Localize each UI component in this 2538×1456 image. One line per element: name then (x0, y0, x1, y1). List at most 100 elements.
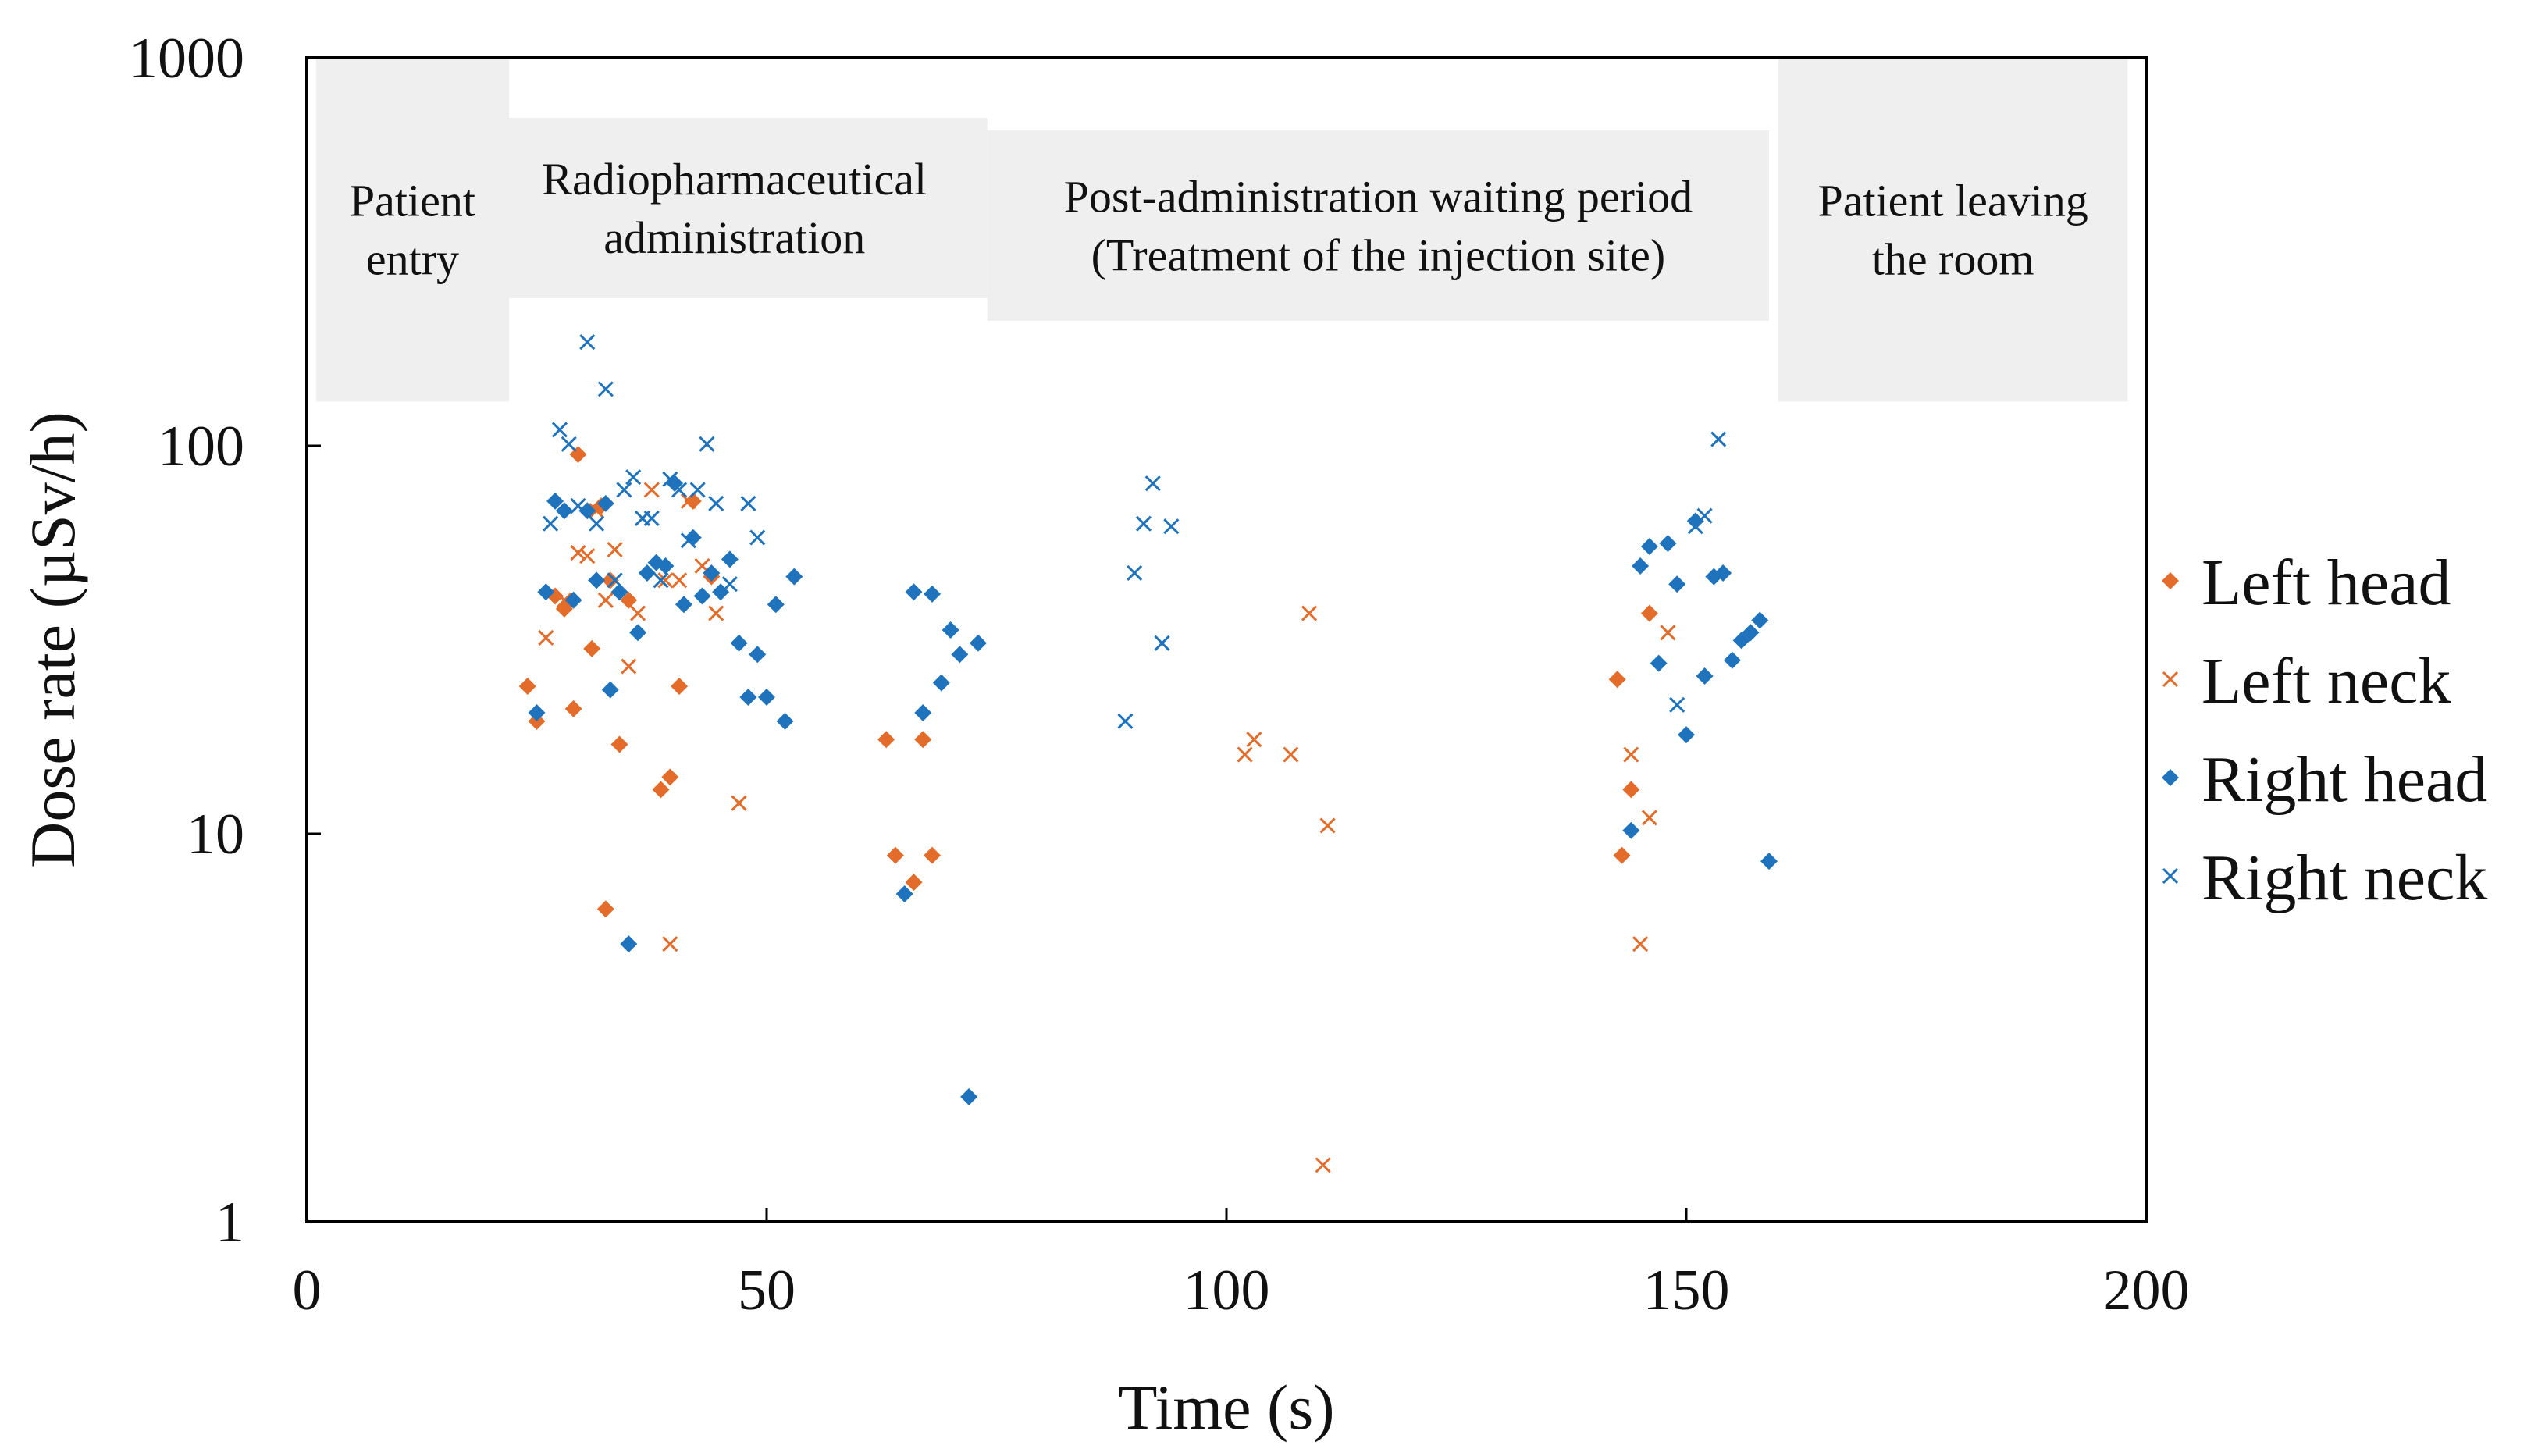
diamond-marker (1650, 654, 1668, 672)
diamond-marker (1613, 846, 1631, 864)
x-marker (1632, 936, 1649, 952)
x-marker-stroke (1163, 518, 1180, 535)
x-marker (2162, 671, 2179, 688)
data-point (886, 846, 904, 864)
data-point (680, 493, 696, 509)
x-marker-stroke (662, 471, 678, 487)
x-marker-stroke (708, 495, 724, 511)
data-point (671, 482, 688, 498)
data-point (1135, 515, 1152, 532)
diamond-marker (610, 735, 628, 753)
data-point (693, 587, 711, 605)
phase-annotation: Radiopharmaceutical administration (481, 117, 988, 299)
x-marker-stroke (625, 469, 642, 486)
data-point (1154, 635, 1170, 651)
data-point (1640, 604, 1658, 622)
legend-marker (2162, 572, 2179, 589)
diamond-marker (905, 874, 923, 892)
data-point (610, 735, 628, 753)
x-marker-stroke (1660, 625, 1676, 641)
diamond-marker (924, 846, 942, 864)
diamond-marker (1640, 538, 1658, 556)
x-marker (671, 482, 688, 498)
data-point (905, 583, 923, 601)
diamond-marker (518, 678, 536, 696)
data-point (578, 502, 596, 520)
diamond-marker (588, 571, 606, 589)
y-axis-title: Dose rate (µSv/h) (17, 411, 88, 868)
x-marker-stroke (699, 436, 715, 452)
data-point (621, 658, 637, 675)
diamond-marker (942, 621, 959, 639)
x-marker (630, 605, 646, 621)
data-point (601, 571, 619, 589)
data-point (905, 874, 923, 892)
x-marker-stroke (721, 576, 738, 593)
x-marker-stroke (551, 422, 568, 438)
diamond-marker (1686, 512, 1704, 530)
diamond-marker (721, 550, 739, 568)
y-tick-label: 1000 (129, 27, 244, 91)
x-marker (561, 436, 577, 452)
x-marker (643, 482, 660, 498)
data-point (895, 885, 913, 902)
legend-label: Left neck (2202, 645, 2451, 717)
diamond-marker (620, 591, 638, 609)
data-point (1301, 605, 1318, 621)
data-point (579, 334, 596, 351)
data-point (1622, 781, 1640, 799)
x-marker (731, 795, 747, 811)
x-marker-stroke (1641, 810, 1657, 826)
x-marker-stroke (1154, 635, 1170, 651)
data-point (924, 585, 942, 603)
x-marker-stroke (1135, 515, 1152, 532)
data-point (699, 436, 715, 452)
data-point (675, 596, 692, 614)
x-marker (538, 629, 554, 646)
data-point (561, 436, 577, 452)
data-point (588, 571, 606, 589)
x-marker (556, 592, 572, 608)
phase-annotation-text: Patient leaving (1817, 176, 2088, 226)
x-marker (1117, 713, 1134, 729)
x-marker (1623, 746, 1639, 763)
legend-item: Left neck (2162, 645, 2451, 717)
diamond-marker (671, 678, 689, 696)
x-marker (607, 541, 623, 558)
legend-marker (2162, 769, 2179, 786)
diamond-marker (2162, 572, 2179, 589)
data-point (671, 572, 688, 589)
x-marker-stroke (1283, 746, 1299, 763)
data-point (601, 681, 619, 699)
phase-annotation-text: Patient (350, 176, 475, 226)
data-point (785, 568, 803, 586)
x-marker (1660, 625, 1676, 641)
diamond-marker (749, 646, 767, 664)
diamond-marker (1668, 575, 1686, 593)
x-marker (597, 592, 614, 608)
x-marker-stroke (597, 592, 614, 608)
x-marker-stroke (643, 510, 660, 527)
diamond-marker (596, 494, 614, 512)
x-tick-label: 50 (738, 1258, 796, 1323)
diamond-marker (537, 583, 555, 601)
phase-annotation-text: entry (366, 234, 459, 285)
x-marker-stroke (543, 515, 559, 532)
data-point (731, 795, 747, 811)
x-marker-stroke (749, 529, 766, 546)
diamond-marker (675, 596, 692, 614)
data-point (739, 688, 757, 706)
x-marker-stroke (1237, 746, 1253, 763)
x-marker-stroke (1117, 713, 1134, 729)
diamond-marker (877, 731, 895, 749)
x-marker-stroke (1710, 431, 1727, 447)
x-marker (1163, 518, 1180, 535)
diamond-marker (638, 564, 656, 582)
diamond-marker (1622, 781, 1640, 799)
data-point (629, 624, 647, 642)
y-tick-label: 10 (187, 803, 244, 867)
data-point (596, 494, 614, 512)
data-point (1632, 557, 1650, 575)
legend-marker (2162, 671, 2179, 688)
diamond-marker (776, 712, 794, 730)
